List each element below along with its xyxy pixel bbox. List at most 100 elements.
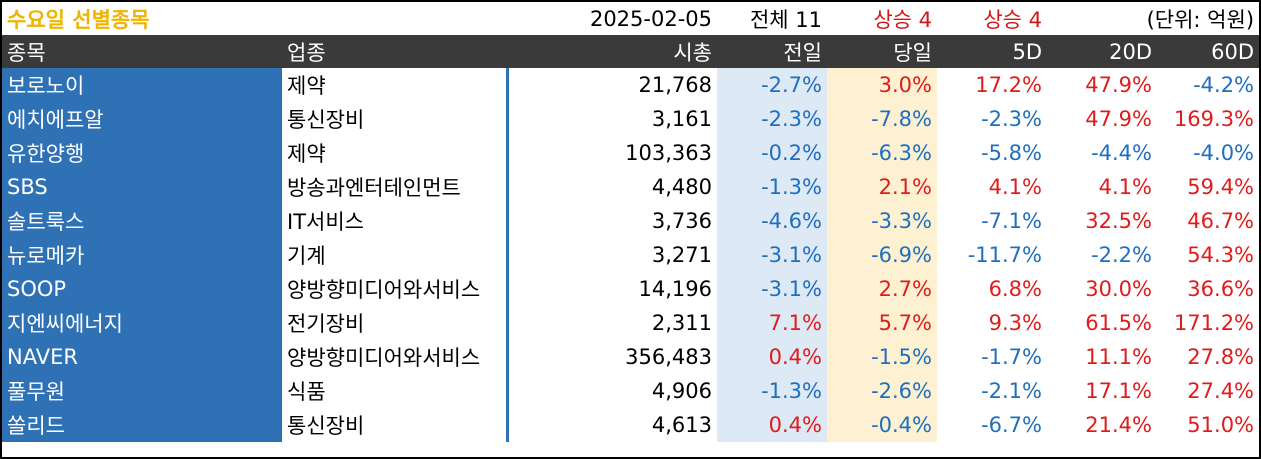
market-cap-cell: 4,906: [651, 379, 712, 403]
table-row: 쏠리드 통신장비 4,613 0.4% -0.4% -6.7% 21.4% 51.0%: [2, 408, 1259, 442]
today-change-cell: -7.8%: [827, 102, 937, 136]
rise-count-5d: 상승 4: [983, 7, 1042, 32]
industry-cell: 통신장비: [282, 102, 509, 136]
change-5d-cell: -6.7%: [981, 413, 1042, 437]
table-row: 뉴로메카 기계 3,271 -3.1% -6.9% -11.7% -2.2% 54.3%: [2, 238, 1259, 272]
change-20d-cell: 11.1%: [1085, 345, 1152, 369]
market-cap-cell: 14,196: [638, 277, 712, 301]
table-row: SBS 방송과엔터테인먼트 4,480 -1.3% 2.1% 4.1% 4.1% 59.4%: [2, 170, 1259, 204]
industry-cell: 기계: [282, 238, 509, 272]
prev-change-cell: -1.3%: [717, 170, 827, 204]
market-cap-cell: 3,736: [651, 209, 712, 233]
change-20d-cell: 21.4%: [1085, 413, 1152, 437]
change-20d-cell: -2.2%: [1091, 243, 1152, 267]
table-row: 보로노이 제약 21,768 -2.7% 3.0% 17.2% 47.9% -4.2%: [2, 68, 1259, 102]
industry-cell: 제약: [282, 68, 509, 102]
change-5d-cell: 9.3%: [988, 311, 1042, 335]
market-cap-cell: 4,613: [651, 413, 712, 437]
col-header-name: 종목: [2, 35, 282, 68]
industry-cell: 전기장비: [282, 306, 509, 340]
change-60d-cell: 46.7%: [1187, 209, 1255, 233]
change-5d-cell: 4.1%: [988, 175, 1042, 199]
date-label: 2025-02-05: [589, 6, 712, 31]
industry-cell: 제약: [282, 136, 509, 170]
change-5d-cell: 6.8%: [988, 277, 1042, 301]
change-20d-cell: 61.5%: [1085, 311, 1152, 335]
change-60d-cell: 27.4%: [1187, 379, 1255, 403]
change-5d-cell: -11.7%: [967, 243, 1042, 267]
today-change-cell: 3.0%: [827, 68, 937, 102]
market-cap-cell: 356,483: [625, 345, 712, 369]
today-change-cell: -2.6%: [827, 374, 937, 408]
change-20d-cell: 4.1%: [1098, 175, 1152, 199]
industry-cell: 통신장비: [282, 408, 509, 442]
col-header-60d: 60D: [1157, 35, 1260, 68]
stock-name: 지엔씨에너지: [2, 306, 282, 340]
change-60d-cell: 54.3%: [1187, 243, 1255, 267]
stock-table: 수요일 선별종목 2025-02-05 전체 11 상승 4 상승 4 (단위:…: [2, 2, 1260, 442]
industry-cell: 양방향미디어와서비스: [282, 272, 509, 306]
table-row: SOOP 양방향미디어와서비스 14,196 -3.1% 2.7% 6.8% 30.0% 36…: [2, 272, 1259, 306]
stock-name: 풀무원: [2, 374, 282, 408]
prev-change-cell: 0.4%: [717, 408, 827, 442]
blank-cell: [282, 2, 507, 35]
today-change-cell: -3.3%: [827, 204, 937, 238]
col-header-20d: 20D: [1047, 35, 1157, 68]
today-change-cell: 2.1%: [827, 170, 937, 204]
stock-name: 에치에프알: [2, 102, 282, 136]
market-cap-cell: 2,311: [651, 311, 712, 335]
stock-name: 보로노이: [2, 68, 282, 102]
industry-cell: IT서비스: [282, 204, 509, 238]
change-60d-cell: 36.6%: [1187, 277, 1255, 301]
today-change-cell: 2.7%: [827, 272, 937, 306]
change-20d-cell: 17.1%: [1085, 379, 1152, 403]
market-cap-cell: 3,271: [651, 243, 712, 267]
change-5d-cell: -7.1%: [981, 209, 1042, 233]
rise-count-today: 상승 4: [873, 7, 932, 32]
change-5d-cell: -5.8%: [981, 141, 1042, 165]
title-row: 수요일 선별종목 2025-02-05 전체 11 상승 4 상승 4 (단위:…: [2, 2, 1259, 35]
market-cap-cell: 103,363: [625, 141, 712, 165]
column-header-row: 종목 업종 시총 전일 당일 5D 20D 60D: [2, 35, 1260, 68]
stock-name: 솔트룩스: [2, 204, 282, 238]
table-row: 솔트룩스 IT서비스 3,736 -4.6% -3.3% -7.1% 32.5% 46.7%: [2, 204, 1259, 238]
table-row: 지엔씨에너지 전기장비 2,311 7.1% 5.7% 9.3% 61.5% 171.2%: [2, 306, 1259, 340]
page-title: 수요일 선별종목: [7, 7, 150, 32]
prev-change-cell: -3.1%: [717, 272, 827, 306]
market-cap-cell: 4,480: [651, 175, 712, 199]
change-20d-cell: 47.9%: [1085, 107, 1152, 131]
change-60d-cell: -4.0%: [1193, 141, 1255, 165]
stock-name: 쏠리드: [2, 408, 282, 442]
table-row: 에치에프알 통신장비 3,161 -2.3% -7.8% -2.3% 47.9% 169.3%: [2, 102, 1259, 136]
total-count: 전체 11: [749, 7, 822, 32]
prev-change-cell: -3.1%: [717, 238, 827, 272]
change-5d-cell: -1.7%: [981, 345, 1042, 369]
change-20d-cell: -4.4%: [1091, 141, 1152, 165]
prev-change-cell: -2.7%: [717, 68, 827, 102]
stock-name: NAVER: [2, 340, 282, 374]
table-row: NAVER 양방향미디어와서비스 356,483 0.4% -1.5% -1.7% 11.1…: [2, 340, 1259, 374]
unit-label: (단위: 억원): [1146, 7, 1255, 32]
change-5d-cell: 17.2%: [975, 73, 1042, 97]
change-20d-cell: 47.9%: [1085, 73, 1152, 97]
col-header-prev: 전일: [717, 35, 827, 68]
change-60d-cell: -4.2%: [1193, 73, 1255, 97]
today-change-cell: -6.9%: [827, 238, 937, 272]
prev-change-cell: 7.1%: [717, 306, 827, 340]
today-change-cell: -0.4%: [827, 408, 937, 442]
change-60d-cell: 59.4%: [1187, 175, 1255, 199]
change-20d-cell: 32.5%: [1085, 209, 1152, 233]
stock-name: 유한양행: [2, 136, 282, 170]
change-60d-cell: 27.8%: [1187, 345, 1255, 369]
prev-change-cell: -1.3%: [717, 374, 827, 408]
market-cap-cell: 3,161: [651, 107, 712, 131]
change-60d-cell: 171.2%: [1173, 311, 1255, 335]
stock-name: SBS: [2, 170, 282, 204]
stock-name: 뉴로메카: [2, 238, 282, 272]
col-header-today: 당일: [827, 35, 937, 68]
change-20d-cell: 30.0%: [1085, 277, 1152, 301]
prev-change-cell: -4.6%: [717, 204, 827, 238]
table-row: 유한양행 제약 103,363 -0.2% -6.3% -5.8% -4.4% -4.0%: [2, 136, 1259, 170]
industry-cell: 식품: [282, 374, 509, 408]
stock-name: SOOP: [2, 272, 282, 306]
